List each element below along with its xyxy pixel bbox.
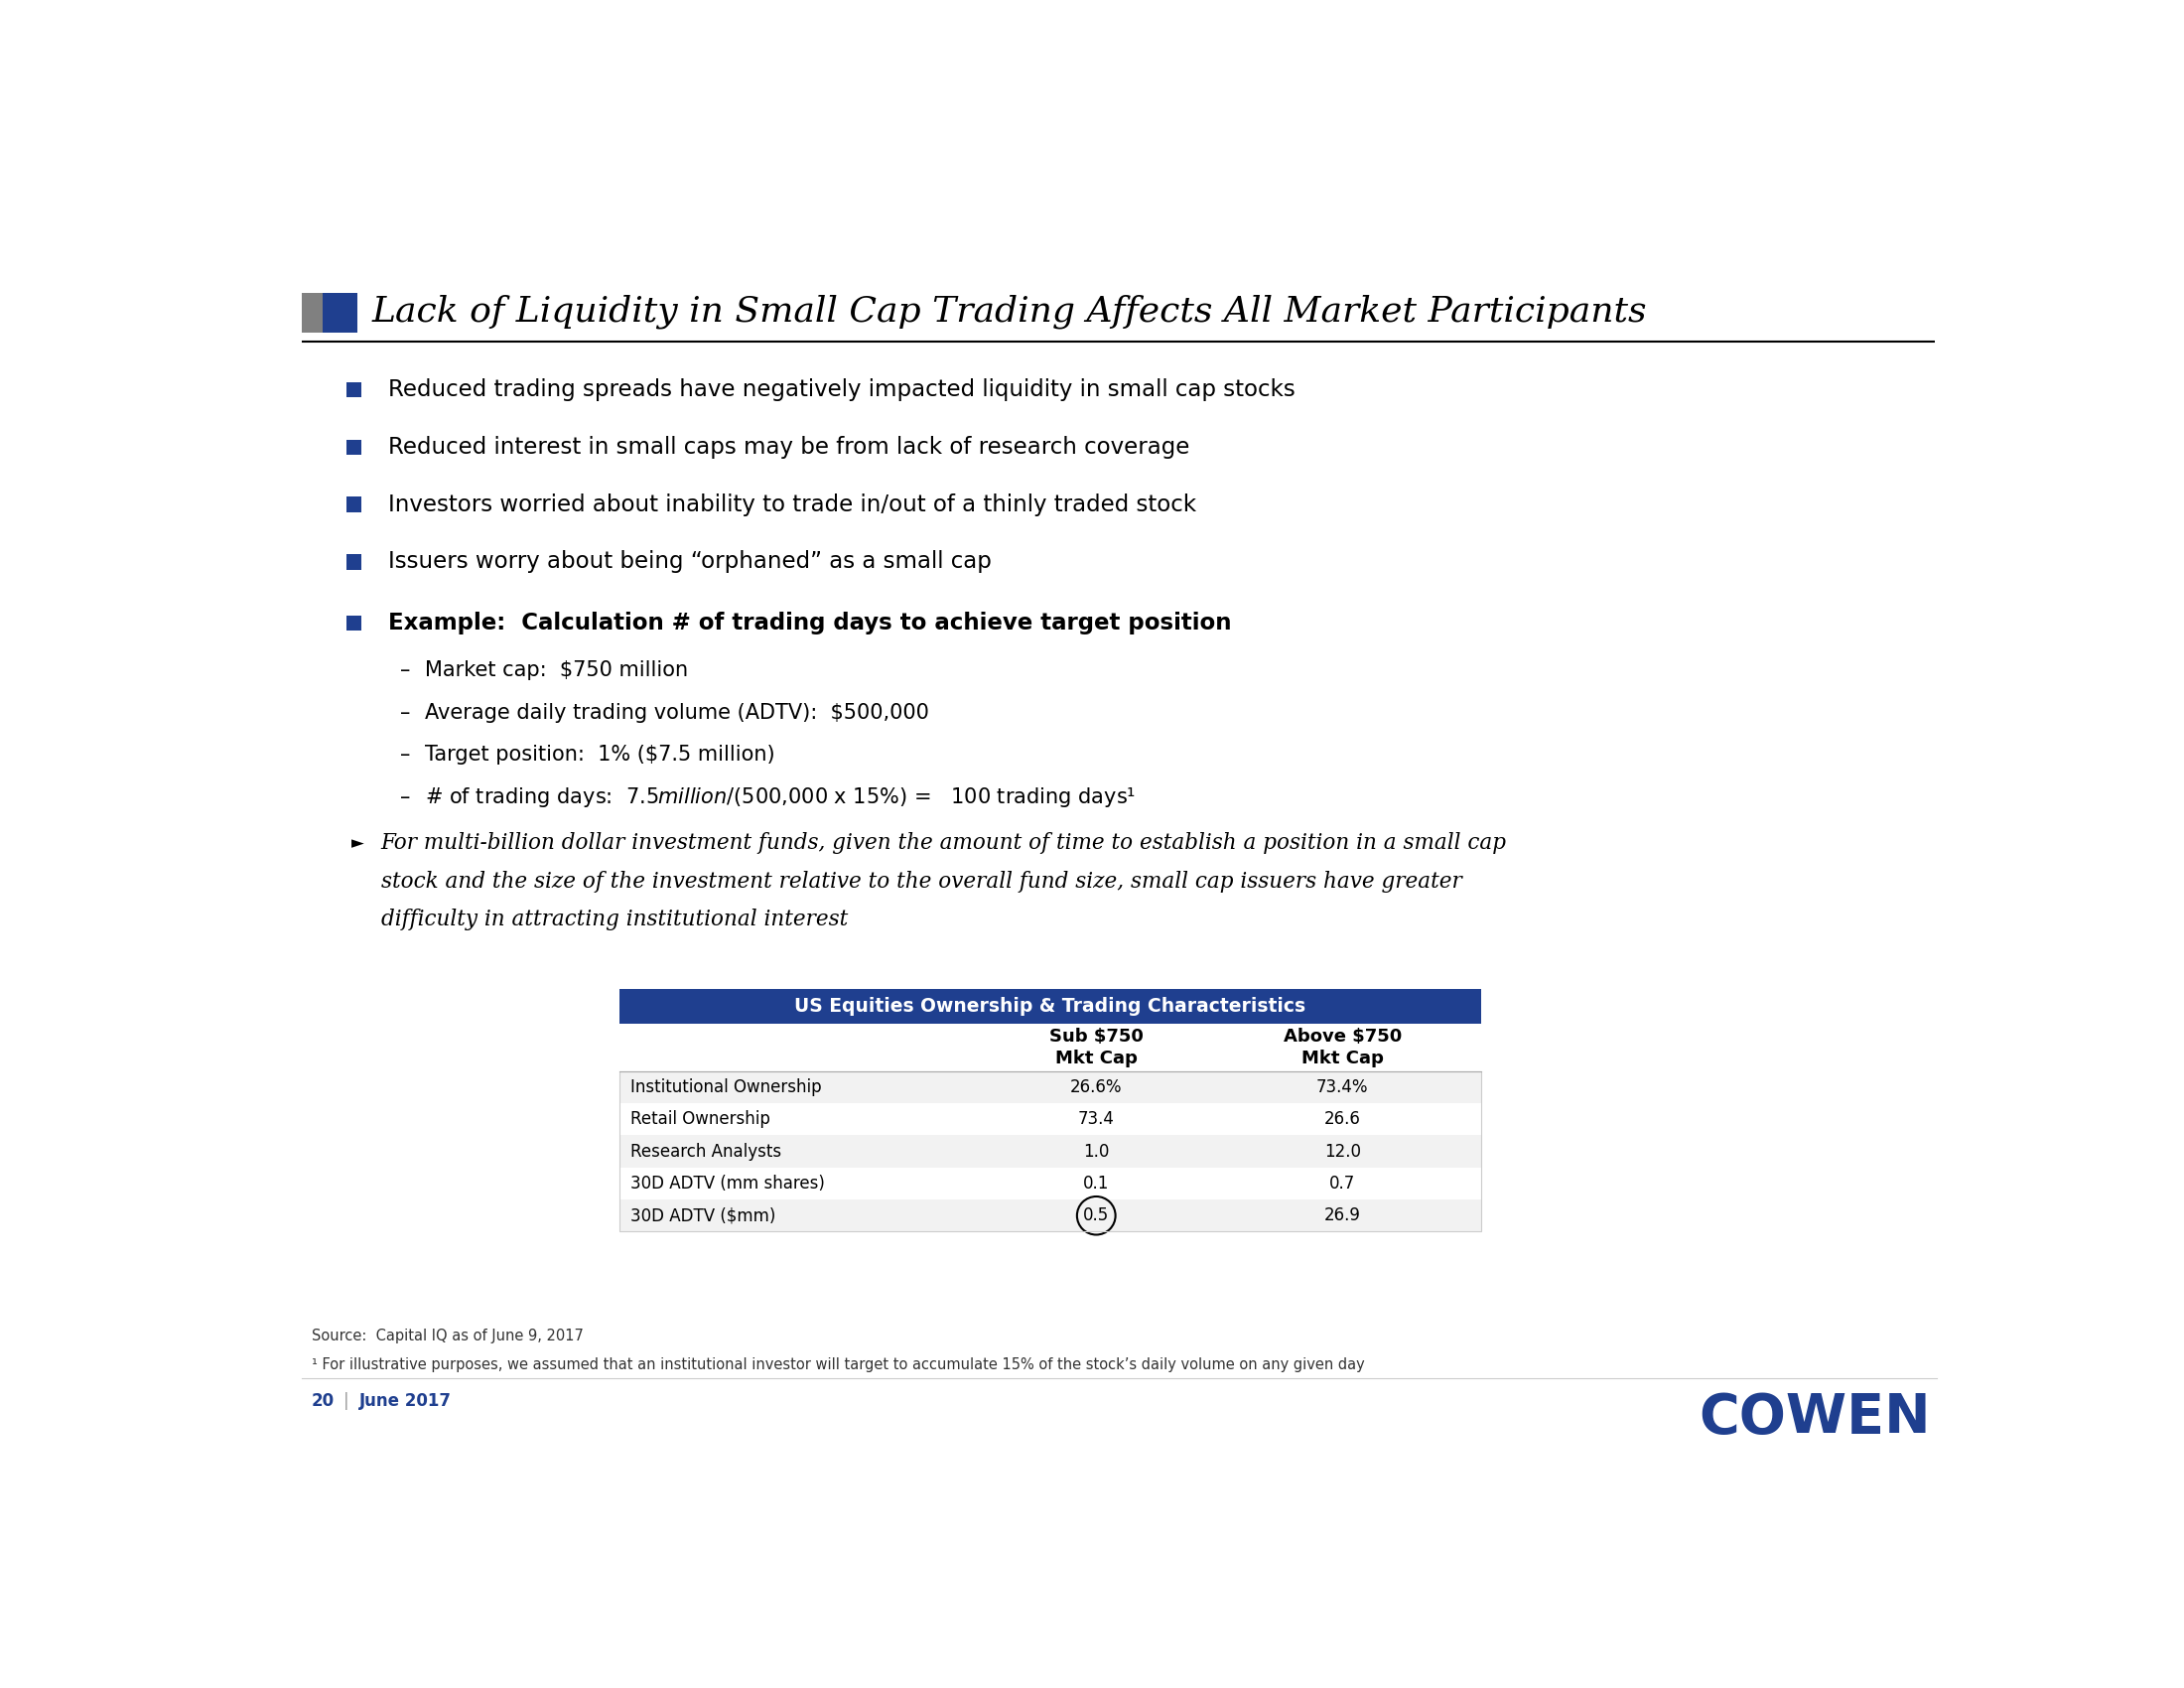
Text: Above $750
Mkt Cap: Above $750 Mkt Cap — [1284, 1028, 1402, 1067]
Text: Source:  Capital IQ as of June 9, 2017: Source: Capital IQ as of June 9, 2017 — [312, 1328, 583, 1344]
Text: 73.4: 73.4 — [1079, 1111, 1114, 1128]
FancyBboxPatch shape — [620, 1168, 1481, 1200]
Text: Research Analysts: Research Analysts — [631, 1143, 782, 1160]
Text: COWEN: COWEN — [1699, 1391, 1931, 1445]
Text: –: – — [400, 660, 411, 680]
Text: Reduced interest in small caps may be from lack of research coverage: Reduced interest in small caps may be fr… — [389, 436, 1190, 459]
Text: ¹ For illustrative purposes, we assumed that an institutional investor will targ: ¹ For illustrative purposes, we assumed … — [312, 1357, 1365, 1372]
Text: stock and the size of the investment relative to the overall fund size, small ca: stock and the size of the investment rel… — [380, 871, 1461, 893]
Text: Lack of Liquidity in Small Cap Trading Affects All Market Participants: Lack of Liquidity in Small Cap Trading A… — [371, 295, 1647, 329]
Text: # of trading days:  $7.5 million / ($500,000 x 15%) =   100 trading days¹: # of trading days: $7.5 million / ($500,… — [426, 785, 1136, 809]
FancyBboxPatch shape — [620, 1136, 1481, 1168]
Text: 20: 20 — [312, 1393, 334, 1411]
Bar — [620, 1072, 1481, 1232]
Text: Investors worried about inability to trade in/out of a thinly traded stock: Investors worried about inability to tra… — [389, 493, 1197, 517]
FancyBboxPatch shape — [345, 381, 363, 398]
Text: 73.4%: 73.4% — [1317, 1079, 1369, 1096]
Text: 12.0: 12.0 — [1324, 1143, 1361, 1160]
FancyBboxPatch shape — [323, 292, 358, 333]
FancyBboxPatch shape — [620, 1023, 1481, 1072]
FancyBboxPatch shape — [345, 496, 363, 511]
Text: |: | — [343, 1393, 349, 1411]
Text: Retail Ownership: Retail Ownership — [631, 1111, 771, 1128]
Text: 0.1: 0.1 — [1083, 1175, 1109, 1192]
Text: Institutional Ownership: Institutional Ownership — [631, 1079, 821, 1096]
Text: For multi-billion dollar investment funds, given the amount of time to establish: For multi-billion dollar investment fund… — [380, 832, 1507, 854]
FancyBboxPatch shape — [345, 616, 363, 631]
FancyBboxPatch shape — [301, 292, 336, 333]
Text: 0.5: 0.5 — [1083, 1207, 1109, 1224]
Text: Issuers worry about being “orphaned” as a small cap: Issuers worry about being “orphaned” as … — [389, 550, 992, 574]
Text: Example:  Calculation # of trading days to achieve target position: Example: Calculation # of trading days t… — [389, 611, 1232, 635]
Text: difficulty in attracting institutional interest: difficulty in attracting institutional i… — [380, 908, 847, 930]
Text: 30D ADTV (mm shares): 30D ADTV (mm shares) — [631, 1175, 826, 1192]
Text: 30D ADTV ($mm): 30D ADTV ($mm) — [631, 1207, 775, 1224]
Text: –: – — [400, 788, 411, 807]
Text: –: – — [400, 702, 411, 722]
Text: Reduced trading spreads have negatively impacted liquidity in small cap stocks: Reduced trading spreads have negatively … — [389, 378, 1295, 402]
FancyBboxPatch shape — [620, 989, 1481, 1023]
Text: June 2017: June 2017 — [358, 1393, 452, 1411]
FancyBboxPatch shape — [345, 554, 363, 569]
Text: Target position:  1% ($7.5 million): Target position: 1% ($7.5 million) — [426, 744, 775, 765]
FancyBboxPatch shape — [620, 1072, 1481, 1104]
Text: 26.6: 26.6 — [1324, 1111, 1361, 1128]
Text: 26.9: 26.9 — [1324, 1207, 1361, 1224]
FancyBboxPatch shape — [620, 1200, 1481, 1232]
Text: ►: ► — [352, 834, 365, 852]
Text: Average daily trading volume (ADTV):  $500,000: Average daily trading volume (ADTV): $50… — [426, 702, 930, 722]
Text: Sub $750
Mkt Cap: Sub $750 Mkt Cap — [1048, 1028, 1142, 1067]
Text: 1.0: 1.0 — [1083, 1143, 1109, 1160]
FancyBboxPatch shape — [345, 439, 363, 454]
Text: Market cap:  $750 million: Market cap: $750 million — [426, 660, 688, 680]
FancyBboxPatch shape — [620, 1104, 1481, 1136]
Text: 0.7: 0.7 — [1330, 1175, 1356, 1192]
Text: US Equities Ownership & Trading Characteristics: US Equities Ownership & Trading Characte… — [795, 996, 1306, 1016]
Text: 26.6%: 26.6% — [1070, 1079, 1123, 1096]
Text: –: – — [400, 744, 411, 765]
